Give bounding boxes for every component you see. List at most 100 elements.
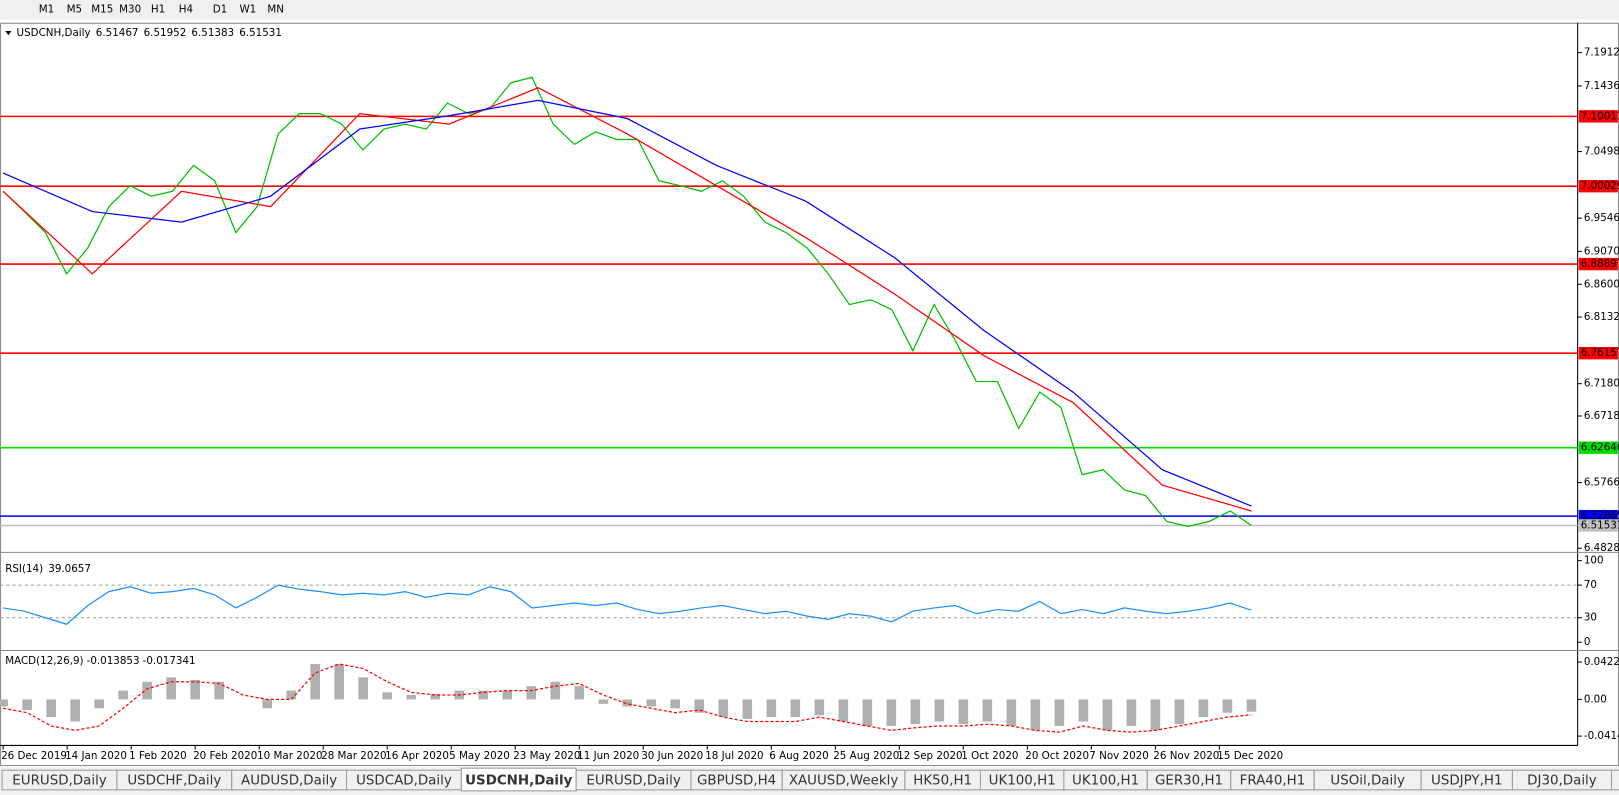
histogram-bar bbox=[94, 699, 104, 709]
timeframe-button[interactable]: H1 bbox=[151, 3, 165, 15]
tab-label[interactable]: XAUUSD,Weekly bbox=[789, 774, 899, 789]
histogram-bar bbox=[1102, 699, 1113, 731]
signal-line bbox=[3, 663, 1252, 733]
histogram-bar bbox=[334, 664, 345, 700]
y-tick-label: -0.04148 bbox=[1584, 730, 1619, 742]
timeframe-button[interactable]: M1 bbox=[39, 3, 54, 15]
pane-title: MACD(12,26,9) -0.013853 -0.017341 bbox=[5, 655, 195, 667]
level-label: 7.00029 bbox=[1581, 180, 1619, 192]
timeframe-button[interactable]: W1 bbox=[239, 3, 256, 15]
level-label-box bbox=[1578, 179, 1618, 193]
level-label-box bbox=[1578, 346, 1618, 360]
x-tick-label: 1 Feb 2020 bbox=[129, 750, 187, 762]
tab-label[interactable]: EURUSD,Daily bbox=[586, 774, 680, 789]
x-tick-label: 7 Nov 2020 bbox=[1089, 750, 1149, 762]
timeframe-button[interactable]: MN bbox=[267, 3, 284, 15]
header-value: 6.51467 bbox=[96, 27, 139, 39]
y-tick-label: 6.48280 bbox=[1584, 542, 1619, 554]
histogram-bar bbox=[670, 699, 681, 709]
histogram-bar bbox=[142, 681, 152, 700]
tab-label[interactable]: UK100,H1 bbox=[1072, 774, 1139, 789]
level-label-box bbox=[1578, 257, 1618, 271]
header-value: 6.51531 bbox=[239, 27, 282, 39]
histogram-bar bbox=[718, 699, 729, 718]
timeframe-button[interactable]: M5 bbox=[67, 3, 82, 15]
histogram-bar bbox=[1174, 699, 1185, 725]
tab-label[interactable]: GBPUSD,H4 bbox=[697, 774, 776, 789]
x-tick-label: 28 Mar 2020 bbox=[321, 750, 386, 762]
x-tick-label: 15 Dec 2020 bbox=[1217, 750, 1283, 762]
histogram-bar bbox=[934, 699, 945, 722]
tab-label[interactable]: USDCAD,Daily bbox=[356, 774, 452, 789]
tab-label[interactable]: GER30,H1 bbox=[1155, 774, 1223, 789]
tab-label[interactable]: FRA40,H1 bbox=[1240, 774, 1306, 789]
tab-label[interactable]: HK50,H1 bbox=[913, 774, 972, 789]
y-tick-label: 6.67180 bbox=[1584, 410, 1619, 422]
y-tick-label: 0.00 bbox=[1584, 693, 1607, 705]
histogram-bar bbox=[598, 699, 609, 704]
histogram-bar bbox=[430, 694, 441, 700]
level-label-box bbox=[1578, 509, 1618, 523]
histogram-bar bbox=[1150, 699, 1161, 731]
x-tick-label: 16 Apr 2020 bbox=[385, 750, 449, 762]
tab-label[interactable]: USOil,Daily bbox=[1330, 774, 1405, 789]
y-tick-label: 0.042275 bbox=[1584, 656, 1619, 668]
level-label-box bbox=[1578, 519, 1618, 532]
y-tick-label: 0 bbox=[1584, 636, 1591, 648]
level-label-box bbox=[1578, 441, 1618, 454]
x-tick-label: 26 Dec 2019 bbox=[1, 750, 67, 762]
tab-label[interactable]: USDCNH,Daily bbox=[465, 774, 572, 789]
histogram-bar bbox=[838, 699, 849, 722]
histogram-bar bbox=[1078, 699, 1089, 722]
tab-label[interactable]: USDJPY,H1 bbox=[1431, 774, 1502, 789]
price-line bbox=[2, 87, 1252, 512]
price-line bbox=[3, 584, 1252, 625]
histogram-bar bbox=[694, 699, 705, 713]
histogram-bar bbox=[70, 699, 80, 722]
x-tick-label: 5 May 2020 bbox=[449, 750, 510, 762]
level-label-box bbox=[1578, 110, 1618, 123]
histogram-bar bbox=[958, 699, 969, 725]
header-value: 6.51383 bbox=[191, 27, 234, 39]
level-label: 6.51531 bbox=[1581, 519, 1619, 531]
tab-label[interactable]: DJ30,Daily bbox=[1527, 774, 1597, 789]
tab[interactable] bbox=[1611, 769, 1619, 791]
x-tick-label: 14 Jan 2020 bbox=[65, 750, 127, 762]
tab-label[interactable]: UK100,H1 bbox=[989, 774, 1056, 789]
histogram-bar bbox=[1198, 699, 1209, 718]
histogram-bar bbox=[1054, 699, 1065, 726]
histogram-bar bbox=[166, 677, 176, 700]
histogram-bar bbox=[1006, 699, 1017, 726]
price-line bbox=[2, 76, 1252, 528]
x-tick-label: 18 Jul 2020 bbox=[705, 750, 763, 762]
x-tick-label: 20 Oct 2020 bbox=[1025, 750, 1089, 762]
histogram-bar bbox=[286, 690, 297, 700]
histogram-bar bbox=[1030, 699, 1041, 731]
timeframe-button[interactable]: H4 bbox=[179, 3, 193, 15]
y-tick-label: 6.71800 bbox=[1584, 378, 1619, 390]
timeframe-button[interactable]: M15 bbox=[91, 3, 113, 15]
histogram-bar bbox=[766, 699, 777, 718]
y-tick-label: 70 bbox=[1584, 579, 1597, 591]
x-tick-label: 6 Aug 2020 bbox=[769, 750, 829, 762]
histogram-bar bbox=[118, 690, 128, 700]
header-value: -0.013853 bbox=[87, 655, 140, 667]
histogram-bar bbox=[550, 681, 561, 700]
tab-label[interactable]: EURUSD,Daily bbox=[12, 774, 106, 789]
x-tick-label: 26 Nov 2020 bbox=[1153, 750, 1219, 762]
header-value: 39.0657 bbox=[48, 563, 91, 575]
x-tick-label: 30 Jun 2020 bbox=[641, 750, 703, 762]
y-tick-label: 6.57660 bbox=[1584, 477, 1619, 489]
x-tick-label: 12 Sep 2020 bbox=[897, 750, 962, 762]
histogram-bar bbox=[478, 690, 489, 700]
y-tick-label: 6.81320 bbox=[1584, 311, 1619, 323]
tab-label[interactable]: AUDUSD,Daily bbox=[241, 774, 337, 789]
tab-label[interactable]: USDCHF,Daily bbox=[127, 774, 221, 789]
y-tick-label: 7.14360 bbox=[1584, 80, 1619, 92]
histogram-bar bbox=[1246, 699, 1257, 712]
timeframe-button[interactable]: D1 bbox=[213, 3, 228, 15]
title: USDCNH,Daily bbox=[17, 27, 91, 39]
timeframe-button[interactable]: M30 bbox=[119, 3, 141, 15]
level-label: 7.10011 bbox=[1581, 110, 1619, 122]
